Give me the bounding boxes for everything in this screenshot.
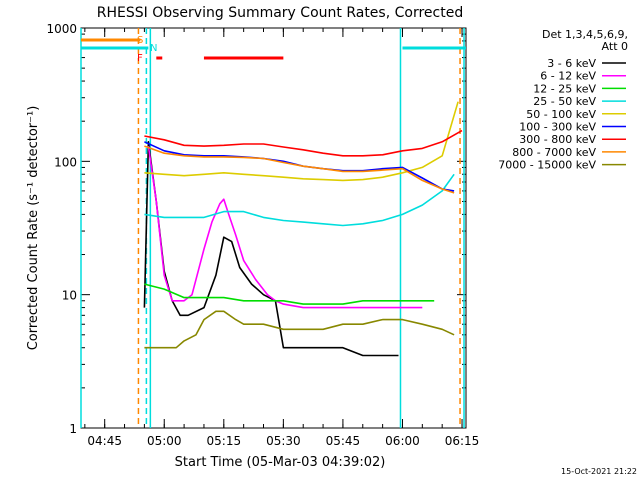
plot-area: 1 10 100 1000 04:45 05:00 05:15 05:30 05:45 06:00…	[46, 22, 479, 448]
y-tick-label: 10	[62, 289, 77, 303]
x-axis-label: Start Time (05-Mar-03 04:39:02)	[175, 455, 386, 470]
legend-label: 100 - 300 keV	[519, 121, 596, 134]
x-tick-label: 06:15	[445, 434, 480, 448]
x-tick-label: 05:45	[326, 434, 361, 448]
x-tick-label: 05:00	[147, 434, 182, 448]
chart-title: RHESSI Observing Summary Count Rates, Co…	[97, 5, 463, 21]
y-tick-label: 100	[54, 155, 77, 169]
series-line	[144, 101, 459, 182]
y-axis-label: Corrected Count Rate (s⁻¹ detector⁻¹)	[26, 106, 41, 351]
legend-label: 25 - 50 keV	[533, 95, 596, 108]
flag-label-S: S	[137, 35, 143, 46]
x-tick-label: 04:45	[87, 434, 122, 448]
series-line	[144, 129, 463, 157]
x-tick-label: 05:15	[207, 434, 242, 448]
legend-label: 300 - 800 keV	[519, 133, 596, 146]
x-tick-label: 06:00	[385, 434, 420, 448]
legend-header-2: Att 0	[602, 40, 628, 53]
legend-label: 12 - 25 keV	[533, 82, 596, 95]
x-tick-label: 05:30	[266, 434, 301, 448]
flag-label-F: F	[137, 53, 143, 64]
y-tick-label: 1000	[46, 22, 77, 36]
series-line	[144, 310, 455, 349]
legend-label: 6 - 12 keV	[540, 70, 596, 83]
footer-date: 15-Oct-2021 21:22	[561, 467, 637, 476]
legend-label: 7000 - 15000 keV	[498, 159, 596, 172]
legend-label: 50 - 100 keV	[526, 108, 596, 121]
legend-label: 800 - 7000 keV	[512, 146, 596, 159]
series-line	[144, 145, 455, 194]
series-line	[144, 283, 435, 305]
legend-label: 3 - 6 keV	[547, 57, 596, 70]
legend-header-1: Det 1,3,4,5,6,9,	[542, 28, 628, 41]
flag-label-N: N	[150, 43, 157, 54]
y-tick-label: 1	[69, 422, 77, 436]
series-line	[144, 173, 455, 227]
series-line	[147, 145, 423, 309]
